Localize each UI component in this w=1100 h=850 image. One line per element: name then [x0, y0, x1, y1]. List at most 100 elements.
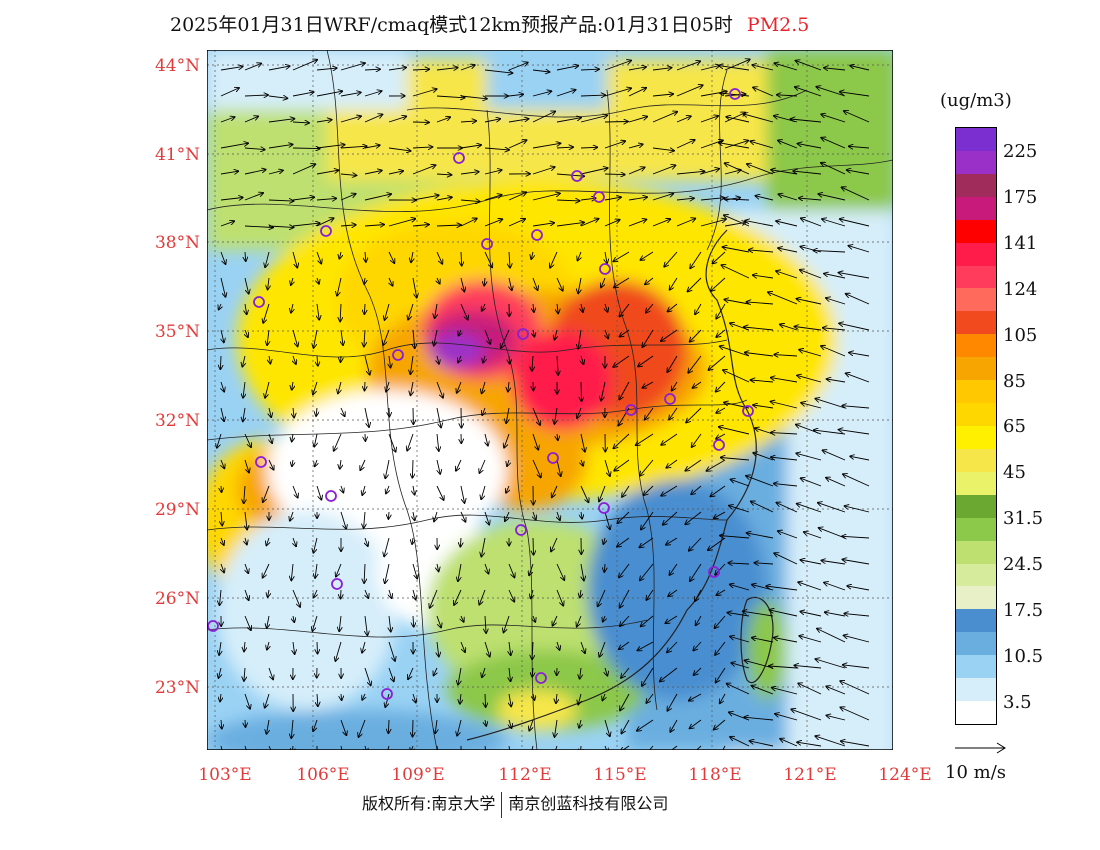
wind-vector [580, 198, 596, 200]
wind-vector [359, 719, 366, 737]
wind-vector [619, 381, 630, 400]
color-bar-segment [956, 173, 996, 197]
concentration-field [207, 50, 893, 750]
wind-vector [777, 95, 798, 96]
lat-label: 44°N [154, 56, 200, 76]
wind-vector [314, 329, 318, 348]
wind-vector [604, 719, 610, 736]
wind-vector [604, 459, 610, 476]
wind-vector [460, 277, 464, 292]
wind-vector [504, 615, 510, 632]
color-bar-segment [956, 150, 996, 174]
wind-vector [554, 407, 557, 424]
wind-vector [315, 563, 317, 578]
wind-vector [508, 192, 526, 201]
wind-vector [364, 91, 382, 97]
color-bar-segment [956, 517, 996, 541]
wind-vector [221, 329, 224, 342]
wind-vector [715, 615, 726, 628]
lon-label: 115°E [593, 765, 647, 785]
copyright-left: 版权所有:南京大学 [362, 794, 496, 813]
wind-vector [669, 563, 678, 575]
city-marker [625, 404, 637, 416]
wind-vector [269, 355, 270, 364]
wind-vector [436, 197, 452, 200]
wind-vector [845, 506, 870, 513]
wind-vector [824, 274, 846, 279]
wind-vector [460, 145, 481, 149]
wind-vector [720, 693, 726, 703]
wind-vector [716, 667, 726, 683]
wind-vector [364, 145, 380, 148]
wind-vector [823, 450, 846, 461]
wind-vector [690, 719, 702, 728]
wind-vector [693, 641, 702, 651]
wind-vector [840, 681, 870, 695]
legend-label: 24.5 [1003, 554, 1044, 575]
wind-vector [265, 693, 270, 708]
wind-vector [663, 511, 678, 525]
wind-vector [628, 88, 646, 97]
wind-vector [578, 329, 581, 349]
wind-vector [509, 251, 510, 268]
city-marker [531, 229, 543, 241]
wind-vector [389, 277, 393, 286]
wind-vector [639, 537, 654, 547]
wind-vector [265, 381, 270, 398]
wind-vector [484, 219, 502, 227]
wind-vector [292, 459, 293, 466]
wind-vector [389, 615, 391, 632]
wind-vector [774, 63, 798, 71]
wind-vector [437, 563, 439, 571]
legend-label: 10.5 [1003, 646, 1044, 667]
wind-vector [824, 68, 846, 70]
color-bar-segment [956, 196, 996, 220]
wind-vector [383, 329, 390, 345]
wind-vector [430, 589, 438, 608]
legend-label: 175 [1003, 187, 1038, 208]
wind-vector [849, 353, 870, 357]
color-bar-segment [956, 563, 996, 587]
wind-vector [388, 251, 394, 263]
wind-vector [840, 92, 870, 97]
wind-vector [412, 563, 417, 579]
wind-vector [771, 378, 798, 383]
wind-vector [644, 485, 654, 495]
color-bar-segment [956, 380, 996, 404]
wind-vector [293, 641, 295, 654]
wind-vector [723, 247, 750, 253]
color-bar-segment [956, 586, 996, 610]
wind-vector [799, 636, 822, 643]
wind-vectors [217, 59, 870, 750]
city-markers [207, 88, 754, 700]
color-bar-segment [956, 701, 996, 724]
color-bar-segment [956, 334, 996, 358]
lat-label: 38°N [154, 233, 200, 253]
wind-vector [437, 641, 439, 657]
wind-vector [580, 147, 597, 148]
legend-label: 225 [1003, 141, 1038, 162]
wind-vector [335, 641, 342, 661]
wind-vector [648, 745, 654, 750]
wind-vector [667, 693, 678, 711]
wind-vector [268, 119, 294, 123]
wind-vector [700, 198, 724, 200]
wind-vector [721, 265, 750, 279]
wind-vector [771, 433, 798, 434]
lat-label: 23°N [154, 678, 200, 698]
color-bar-segment [956, 219, 996, 243]
wind-vector [504, 433, 510, 448]
wind-vector [244, 667, 245, 681]
wind-vector [508, 140, 527, 149]
wind-vector [413, 589, 416, 600]
legend-label: 3.5 [1003, 692, 1032, 713]
wind-vector [745, 353, 774, 357]
wind-vector [388, 667, 394, 681]
wind-vector [640, 563, 654, 580]
wind-vector [481, 485, 486, 499]
wind-vector [436, 68, 458, 70]
lon-label: 121°E [783, 765, 837, 785]
wind-vector [316, 120, 332, 122]
wind-vector [676, 116, 691, 123]
wind-vector [458, 355, 461, 363]
